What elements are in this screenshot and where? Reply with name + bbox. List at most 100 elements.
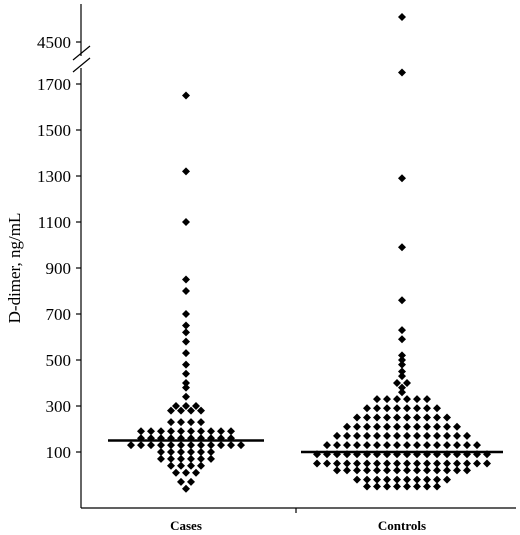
data-point bbox=[137, 441, 145, 450]
data-point bbox=[177, 406, 185, 415]
category-label: Controls bbox=[378, 518, 426, 533]
data-point bbox=[463, 459, 471, 468]
data-point bbox=[403, 441, 411, 450]
data-point bbox=[433, 459, 441, 468]
data-point bbox=[353, 475, 361, 484]
data-point bbox=[373, 475, 381, 484]
data-point bbox=[373, 395, 381, 404]
data-point bbox=[363, 413, 371, 422]
data-point bbox=[398, 335, 406, 344]
data-point bbox=[353, 413, 361, 422]
data-point bbox=[473, 441, 481, 450]
data-point bbox=[398, 388, 406, 397]
data-point bbox=[187, 418, 195, 427]
data-point bbox=[197, 441, 205, 450]
data-point bbox=[237, 441, 245, 450]
data-point bbox=[463, 441, 471, 450]
axis-break-mark-1 bbox=[72, 45, 91, 61]
data-point bbox=[423, 441, 431, 450]
data-point bbox=[182, 218, 190, 226]
data-point bbox=[383, 475, 391, 484]
data-point bbox=[343, 441, 351, 450]
data-point bbox=[463, 431, 471, 440]
data-point bbox=[217, 441, 225, 450]
data-point bbox=[197, 461, 205, 470]
data-point bbox=[433, 404, 441, 413]
data-point bbox=[433, 466, 441, 475]
y-tick-label: 100 bbox=[46, 443, 72, 462]
data-point bbox=[167, 406, 175, 415]
data-point bbox=[413, 404, 421, 413]
data-point bbox=[443, 466, 451, 475]
data-point bbox=[383, 413, 391, 422]
data-point bbox=[182, 392, 190, 401]
data-point bbox=[423, 459, 431, 468]
data-point bbox=[187, 461, 195, 470]
data-point bbox=[207, 454, 215, 463]
data-point bbox=[393, 431, 401, 440]
data-point bbox=[182, 402, 190, 410]
data-point bbox=[197, 406, 205, 415]
data-point bbox=[383, 422, 391, 431]
data-point bbox=[403, 431, 411, 440]
data-point bbox=[413, 466, 421, 475]
y-axis-ticks: 100 300 500 700 900 1100 1300 1500 1700 4500 bbox=[37, 33, 81, 462]
data-point bbox=[363, 422, 371, 431]
data-point bbox=[393, 413, 401, 422]
data-point bbox=[182, 383, 190, 392]
data-point bbox=[433, 431, 441, 440]
data-point bbox=[403, 482, 411, 491]
data-point bbox=[483, 459, 491, 468]
data-point bbox=[167, 441, 175, 450]
data-point bbox=[177, 418, 185, 427]
data-point bbox=[167, 461, 175, 470]
data-point bbox=[373, 422, 381, 431]
data-point bbox=[343, 459, 351, 468]
axes bbox=[72, 4, 516, 513]
data-point bbox=[443, 459, 451, 468]
data-point bbox=[187, 454, 195, 463]
data-point bbox=[197, 427, 205, 436]
data-point bbox=[383, 441, 391, 450]
data-point bbox=[373, 482, 381, 491]
y-tick-label: 1500 bbox=[37, 121, 71, 140]
data-point bbox=[167, 448, 175, 456]
data-point bbox=[433, 482, 441, 491]
data-point bbox=[187, 441, 195, 450]
data-point bbox=[197, 418, 205, 427]
data-point bbox=[353, 466, 361, 475]
data-point bbox=[177, 448, 185, 456]
data-point bbox=[403, 466, 411, 475]
data-point bbox=[207, 441, 215, 450]
x-axis-categories: Cases Controls bbox=[170, 518, 426, 533]
y-tick-label: 700 bbox=[46, 305, 72, 324]
data-point bbox=[413, 459, 421, 468]
data-point bbox=[443, 413, 451, 422]
data-point bbox=[398, 351, 406, 360]
data-point bbox=[363, 466, 371, 475]
data-point bbox=[453, 431, 461, 440]
data-point bbox=[182, 287, 190, 295]
data-point bbox=[187, 448, 195, 456]
data-point bbox=[323, 459, 331, 468]
data-point bbox=[177, 461, 185, 470]
data-point bbox=[383, 459, 391, 468]
data-point bbox=[157, 454, 165, 463]
data-point bbox=[182, 275, 190, 284]
median-lines bbox=[108, 439, 503, 454]
y-tick-label: 4500 bbox=[37, 33, 71, 52]
data-point bbox=[373, 459, 381, 468]
data-point bbox=[157, 427, 165, 436]
data-point bbox=[453, 466, 461, 475]
data-point bbox=[453, 441, 461, 450]
data-point bbox=[207, 427, 215, 436]
data-point bbox=[443, 422, 451, 431]
data-point bbox=[333, 466, 341, 475]
data-point bbox=[182, 349, 190, 358]
data-point bbox=[187, 406, 195, 415]
data-point bbox=[403, 475, 411, 484]
data-point bbox=[393, 475, 401, 484]
data-point bbox=[187, 427, 195, 436]
data-point bbox=[353, 431, 361, 440]
